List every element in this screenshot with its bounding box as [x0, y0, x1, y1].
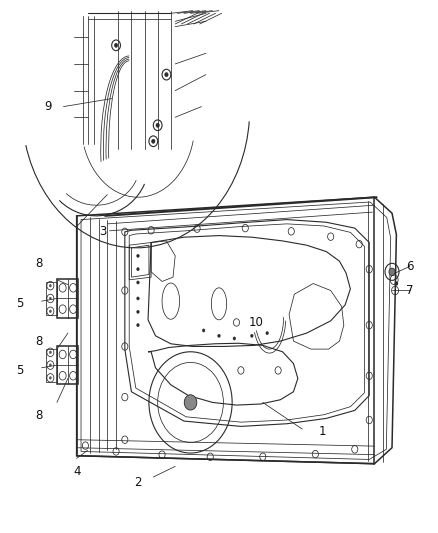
Circle shape [251, 334, 253, 337]
Circle shape [137, 310, 139, 313]
Bar [57, 346, 78, 384]
Circle shape [114, 43, 118, 47]
Circle shape [49, 376, 52, 379]
Circle shape [137, 254, 139, 257]
Circle shape [137, 268, 139, 271]
Circle shape [49, 351, 52, 354]
Circle shape [184, 395, 197, 410]
Circle shape [218, 334, 220, 337]
Bar [46, 349, 57, 382]
Circle shape [389, 268, 395, 276]
Circle shape [266, 332, 268, 335]
Text: 4: 4 [73, 465, 81, 478]
Circle shape [165, 72, 168, 77]
Circle shape [233, 337, 236, 340]
Text: 9: 9 [44, 100, 52, 113]
Circle shape [137, 281, 139, 284]
Bar [46, 282, 57, 315]
Circle shape [49, 310, 52, 313]
Text: 8: 8 [36, 409, 43, 422]
Circle shape [49, 284, 52, 287]
Circle shape [137, 297, 139, 300]
Circle shape [49, 364, 52, 367]
Text: 2: 2 [134, 476, 142, 489]
Text: 10: 10 [249, 316, 264, 329]
Text: 6: 6 [406, 260, 413, 273]
Circle shape [395, 281, 398, 286]
Text: 1: 1 [318, 425, 326, 438]
Text: 7: 7 [406, 284, 413, 297]
Text: 8: 8 [36, 335, 43, 348]
Circle shape [49, 297, 52, 300]
Text: 3: 3 [99, 225, 106, 238]
Text: 5: 5 [16, 364, 23, 377]
Circle shape [137, 324, 139, 327]
Circle shape [202, 329, 205, 332]
Text: 5: 5 [16, 297, 23, 310]
Text: 8: 8 [36, 257, 43, 270]
Bar [57, 279, 78, 318]
Circle shape [152, 139, 155, 143]
Circle shape [156, 123, 159, 127]
